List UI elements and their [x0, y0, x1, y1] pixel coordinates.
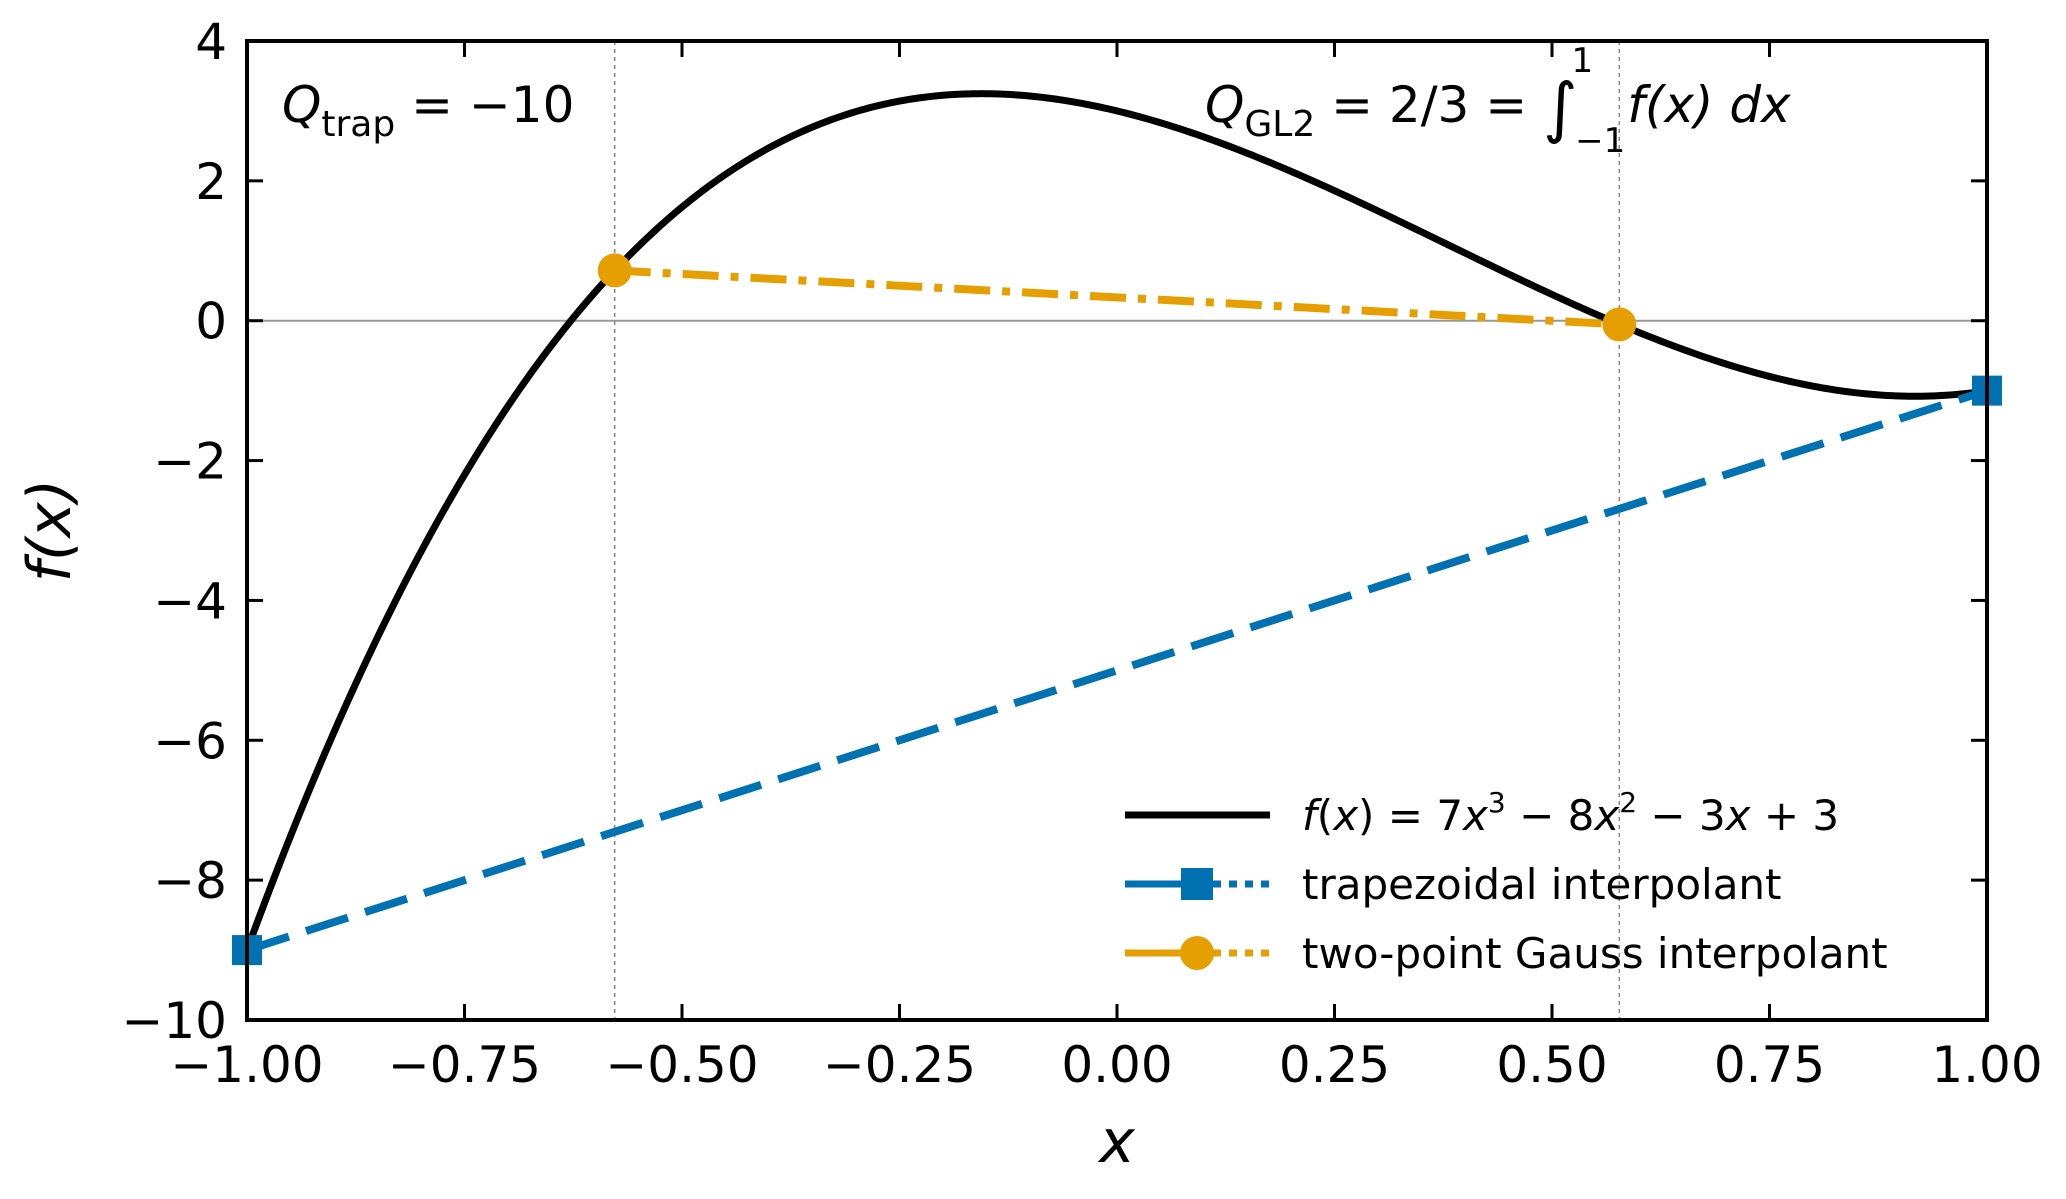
legend-marker-square [1181, 868, 1213, 900]
y-tick-label-4: −2 [153, 433, 227, 491]
x-tick-label-3: −0.25 [823, 1036, 976, 1094]
trap-annotation: Qtrap = −10 [282, 76, 574, 145]
trapezoidal-line [245, 386, 1989, 954]
gl2-annotation-sub: GL2 [1244, 104, 1315, 145]
gl2-annotation-value: = 2/3 = [1315, 76, 1543, 134]
x-tick-label-6: 0.50 [1496, 1036, 1607, 1094]
axis-ticks: −1.00 −0.75 −0.50 −0.25 0.00 0.25 0.50 0.75 1.00… [121, 13, 2042, 1094]
legend-function-open: ( [1317, 791, 1333, 840]
y-axis-label: f(x) [15, 479, 85, 582]
gauss-marker-0 [597, 253, 632, 288]
legend-function-plus3: + 3 [1751, 791, 1840, 840]
legend-function-pow2: 2 [1619, 786, 1637, 819]
integral-lower-limit: −1 [1575, 121, 1625, 161]
legend: f(x) = 7x3 − 8x2 − 3x + 3 trapezoidal in… [1125, 786, 1888, 978]
integral-sign: ∫ [1543, 69, 1577, 146]
legend-function-pow3: 3 [1488, 786, 1506, 819]
integral-upper-limit: 1 [1571, 41, 1593, 81]
legend-function-x: x [1331, 791, 1359, 840]
legend-label-trapezoidal: trapezoidal interpolant [1302, 860, 1782, 909]
plot-series [232, 90, 2002, 966]
legend-label-function: f(x) = 7x3 − 8x2 − 3x + 3 [1302, 786, 1839, 840]
integrand: f(x) dx [1627, 76, 1791, 134]
x-tick-label-7: 0.75 [1714, 1036, 1825, 1094]
y-tick-label-5: 0 [195, 293, 227, 351]
legend-function-minus8: − 8 [1506, 791, 1595, 840]
trap-annotation-sub: trap [321, 104, 395, 145]
gauss-marker-1 [1602, 307, 1637, 342]
legend-function-x1: x [1724, 791, 1752, 840]
y-tick-label-6: 2 [195, 153, 227, 211]
x-tick-label-5: 0.25 [1279, 1036, 1390, 1094]
legend-function-x3: x [1461, 791, 1489, 840]
trap-annotation-q: Q [282, 76, 321, 134]
y-tick-label-1: −8 [153, 852, 227, 910]
x-tick-label-8: 1.00 [1931, 1036, 2042, 1094]
y-tick-label-0: −10 [121, 992, 227, 1050]
legend-function-x2: x [1592, 791, 1620, 840]
legend-marker-circle [1180, 936, 1214, 970]
x-tick-label-2: −0.50 [605, 1036, 758, 1094]
y-tick-label-2: −6 [153, 712, 227, 770]
legend-label-gauss: two-point Gauss interpolant [1302, 929, 1888, 978]
y-tick-label-7: 4 [195, 13, 227, 71]
gl2-annotation: QGL2 = 2/3 = ∫1 −1f(x) dx [1205, 41, 1791, 161]
function-curve [243, 90, 1988, 952]
x-tick-label-0: −1.00 [170, 1036, 323, 1094]
y-tick-label-3: −4 [153, 572, 227, 630]
x-tick-label-1: −0.75 [388, 1036, 541, 1094]
legend-function-eq: ) = 7 [1358, 791, 1463, 840]
gl2-annotation-q: Q [1205, 76, 1244, 134]
trap-annotation-value: = −10 [395, 76, 574, 134]
gauss-line [614, 266, 1620, 329]
x-axis-label: x [1097, 1107, 1135, 1177]
reference-lines [247, 41, 1987, 1020]
legend-function-minus3: − 3 [1637, 791, 1726, 840]
x-tick-label-4: 0.00 [1061, 1036, 1172, 1094]
